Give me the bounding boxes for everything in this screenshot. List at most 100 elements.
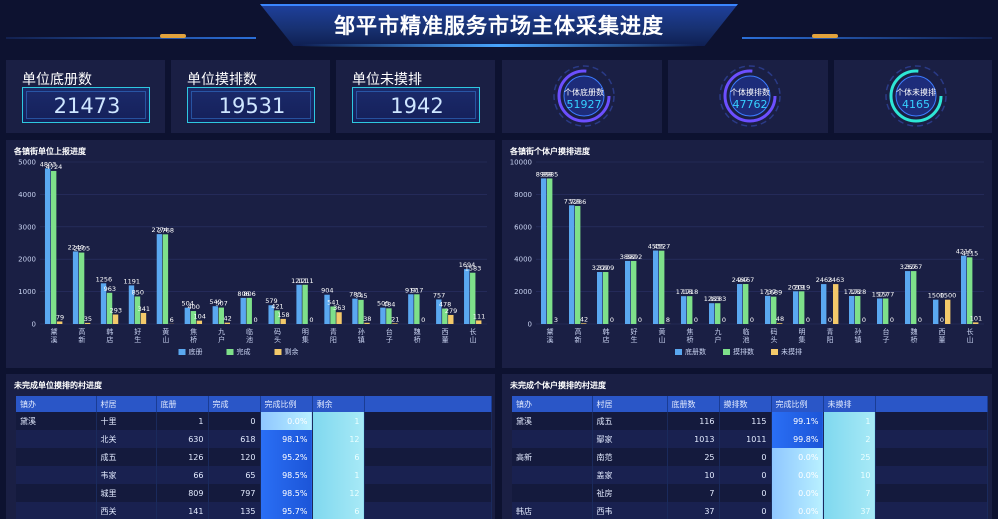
col-header[interactable]: 完成比例 (260, 396, 313, 412)
table-row[interactable]: 城里 809 797 98.5% 12 (16, 484, 492, 502)
stat-label: 单位未摸排 (352, 72, 422, 88)
stat-value-box: 19531 (187, 87, 315, 123)
data-label: 1728 (850, 288, 867, 296)
col-header[interactable]: 底册 (156, 396, 209, 412)
ring-gauge: 个体底册数 51927 (552, 64, 616, 128)
x-tick-label: 长 (967, 327, 974, 336)
x-tick-label: 山 (967, 335, 974, 344)
data-label: 0 (806, 316, 810, 324)
col-header[interactable]: 完成比例 (771, 396, 824, 412)
x-tick-label: 阳 (330, 335, 337, 344)
data-label: 917 (405, 286, 417, 294)
chart-panel-indiv: 各镇街个体户摸排进度 0 2000 4000 6000 8000 10000 8988 732… (502, 140, 992, 368)
cell-village: 南范 (592, 448, 668, 466)
bar-完成 (50, 170, 57, 324)
x-tick-label: 头 (274, 335, 281, 344)
stat-label: 单位底册数 (22, 72, 92, 88)
table-row[interactable]: 祉房 7 0 0.0% 7 (512, 484, 988, 502)
cell-total: 141 (156, 502, 209, 519)
x-tick-label: 高 (78, 327, 85, 336)
table-row[interactable]: 黛溪 十里 1 0 0.0% 1 (16, 412, 492, 430)
table-row[interactable]: 北关 630 618 98.1% 12 (16, 430, 492, 448)
x-tick-label: 九 (715, 327, 722, 336)
bar-摸排数 (967, 257, 973, 324)
x-tick-label: 西 (939, 328, 946, 336)
x-tick-label: 新 (575, 335, 582, 344)
bar-剩余 (392, 323, 398, 324)
bar-剩余 (364, 322, 370, 324)
cell-ratio: 98.5% (260, 466, 313, 484)
col-header[interactable]: 镇办 (16, 396, 97, 412)
x-tick-label: 好 (134, 327, 141, 336)
col-header[interactable]: 完成 (208, 396, 261, 412)
data-label: 0 (750, 316, 754, 324)
col-header[interactable]: 摸排数 (719, 396, 772, 412)
cell-town (512, 430, 593, 448)
bar-未摸排 (777, 323, 783, 324)
col-header[interactable]: 镇办 (512, 396, 593, 412)
legend-label: 未摸排 (781, 347, 802, 356)
data-label: 1689 (766, 289, 783, 297)
cell-town (16, 502, 97, 519)
legend-label: 摸排数 (733, 347, 754, 356)
data-label: 850 (132, 288, 144, 296)
data-label: 806 (237, 290, 249, 298)
ring-value: 47762 (732, 98, 768, 111)
x-tick-label: 黛 (547, 327, 554, 336)
table-row[interactable]: 韩店 西韦 37 0 0.0% 37 (512, 502, 988, 519)
bar-完成 (106, 292, 113, 324)
cell-town: 黛溪 (16, 412, 97, 430)
bar-完成 (218, 307, 224, 324)
ring-graphic (719, 65, 781, 127)
data-label: 505 (377, 300, 389, 308)
col-header[interactable]: 村居 (592, 396, 668, 412)
x-tick-label: 明 (799, 328, 806, 336)
data-label: 7286 (570, 198, 587, 206)
bar-剩余 (448, 314, 454, 324)
bar-摸排数 (547, 178, 553, 324)
bar-完成 (274, 310, 280, 324)
cell-empty (875, 502, 988, 519)
table-row[interactable]: 高新 南范 25 0 0.0% 25 (512, 448, 988, 466)
ring-label: 个体底册数 (564, 88, 604, 97)
cell-ratio: 0.0% (771, 448, 824, 466)
bar-底册数 (569, 205, 575, 324)
col-header[interactable]: 村居 (96, 396, 157, 412)
table-row[interactable]: 鄢家 1013 1011 99.8% 2 (512, 430, 988, 448)
cell-village: 成五 (592, 412, 668, 430)
col-header[interactable]: 底册数 (667, 396, 720, 412)
cell-remaining: 6 (312, 502, 365, 519)
bar-底册数 (877, 298, 883, 324)
bar-底册数 (653, 250, 659, 324)
bar-底册 (184, 307, 191, 324)
ring-graphic (553, 65, 615, 127)
data-label: 2019 (794, 283, 811, 291)
x-tick-label: 黛 (50, 327, 57, 336)
bar-摸排数 (855, 296, 861, 324)
cell-remaining: 2 (823, 430, 876, 448)
data-label: 1283 (704, 295, 721, 303)
data-label: 79 (56, 313, 64, 321)
table-row[interactable]: 盖家 10 0 0.0% 10 (512, 466, 988, 484)
x-tick-label: 子 (386, 336, 393, 344)
table-header-row: 镇办 村居 底册 完成 完成比例 剩余 (16, 396, 492, 412)
bar-底册数 (849, 296, 855, 324)
bar-完成 (386, 308, 392, 324)
x-tick-label: 台 (386, 327, 393, 336)
table-row[interactable]: 黛溪 成五 116 115 99.1% 1 (512, 412, 988, 430)
table-row[interactable]: 韦家 66 65 98.5% 1 (16, 466, 492, 484)
data-label: 400 (187, 303, 199, 311)
bar-底册数 (709, 303, 715, 324)
col-header[interactable]: 剩余 (312, 396, 365, 412)
col-header[interactable]: 未摸排 (823, 396, 876, 412)
data-label: 1577 (878, 290, 895, 298)
cell-done: 0 (719, 484, 772, 502)
table-row[interactable]: 成五 126 120 95.2% 6 (16, 448, 492, 466)
cell-town: 韩店 (512, 502, 593, 519)
data-label: 1191 (124, 277, 141, 285)
table-row[interactable]: 西关 141 135 95.7% 6 (16, 502, 492, 519)
data-label: 0 (694, 316, 698, 324)
x-tick-label: 池 (743, 335, 750, 344)
cell-empty (875, 430, 988, 448)
